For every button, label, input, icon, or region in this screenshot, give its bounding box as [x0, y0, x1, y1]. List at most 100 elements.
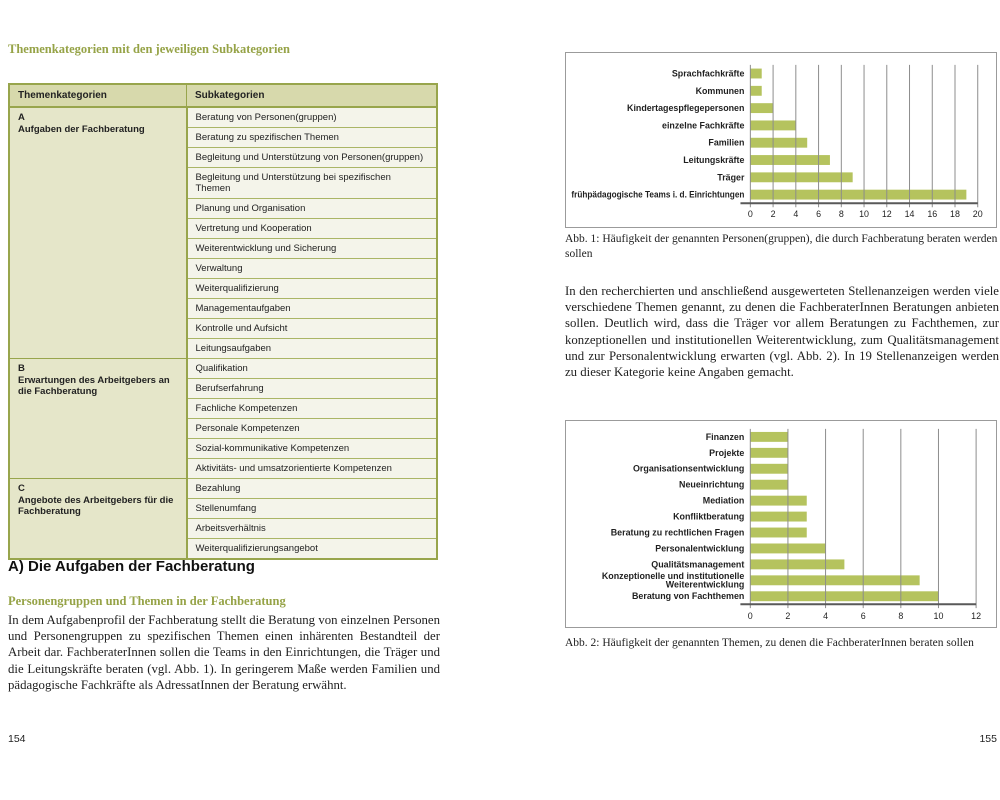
subcategory-cell: Fachliche Kompetenzen	[186, 398, 438, 419]
table-row: Aktivitäts- und umsatzorientierte Kompet…	[9, 458, 438, 479]
bar	[750, 591, 939, 602]
subcategory-cell: Stellenumfang	[186, 498, 438, 519]
table-title: Themenkategorien mit den jeweiligen Subk…	[8, 42, 290, 56]
subcategory-cell: Vertretung und Kooperation	[186, 218, 438, 239]
subcategory-cell: Verwaltung	[186, 258, 438, 279]
sub-heading: Personengruppen und Themen in der Fachbe…	[8, 594, 286, 608]
table-header-cell: Subkategorien	[186, 83, 438, 108]
x-tick-label: 20	[973, 209, 983, 219]
category-label: Konzeptionelle und institutionelle Weiter…	[602, 571, 745, 590]
bar	[750, 495, 807, 506]
section-heading: A) Die Aufgaben der Fachberatung	[8, 558, 255, 575]
table-row: Personale Kompetenzen	[9, 418, 438, 439]
subcategory-cell: Aktivitäts- und umsatzorientierte Kompet…	[186, 458, 438, 479]
category-label: Mediation	[703, 496, 745, 506]
category-cell: C Angebote des Arbeitgebers für die Fachb…	[9, 478, 188, 559]
table-row: Fachliche Kompetenzen	[9, 398, 438, 419]
category-label: Personalentwicklung	[655, 543, 744, 553]
table-row: A Aufgaben der Fachberatung Beratung von P…	[9, 106, 438, 359]
x-tick-label: 6	[861, 611, 866, 621]
bar	[750, 431, 788, 442]
table-row: Verwaltung	[9, 258, 438, 279]
subcategory-cell: Weiterqualifizierung	[186, 278, 438, 299]
table-row: C Angebote des Arbeitgebers für die Fachb…	[9, 478, 438, 559]
x-tick-label: 0	[748, 611, 753, 621]
body-paragraph-left: In dem Aufgabenprofil der Fachberatung s…	[8, 613, 440, 692]
table-row: Weiterqualifizierungsangebot	[9, 538, 438, 560]
x-tick-label: 10	[859, 209, 869, 219]
table-row: Leitungsaufgaben	[9, 338, 438, 359]
category-cell: B Erwartungen des Arbeitgebers an die Fac…	[9, 358, 188, 479]
subcategory-cell: Managementaufgaben	[186, 298, 438, 319]
category-label: Beratung zu rechtlichen Fragen	[611, 527, 745, 537]
category-label: Leitungskräfte	[683, 155, 744, 165]
bar	[750, 463, 788, 474]
table-header-cell: Themenkategorien	[8, 83, 187, 108]
subcategory-cell: Weiterqualifizierungsangebot	[186, 538, 438, 560]
category-label: Beratung von Fachthemen	[632, 591, 744, 601]
x-tick-label: 10	[934, 611, 944, 621]
x-tick-label: 8	[898, 611, 903, 621]
bar	[750, 559, 845, 570]
category-cell: A Aufgaben der Fachberatung	[9, 106, 188, 359]
subcategory-cell: Planung und Organisation	[186, 198, 438, 219]
category-label: Kindertagespflegepersonen	[627, 103, 744, 113]
x-tick-label: 2	[771, 209, 776, 219]
x-tick-label: 12	[882, 209, 892, 219]
x-tick-label: 16	[927, 209, 937, 219]
figure-2-chart: 0 2 4 6 8 10 12 Finanzen Projekte Organisationsen…	[565, 420, 997, 628]
table-row: Sozial-kommunikative Kompetenzen	[9, 438, 438, 459]
figure-2-caption: Abb. 2: Häufigkeit der genannten Themen,…	[565, 637, 974, 649]
table-row: Begleitung und Unterstützung von Persone…	[9, 147, 438, 168]
x-tick-label: 14	[905, 209, 915, 219]
x-tick-label: 8	[839, 209, 844, 219]
category-label: Konfliktberatung	[673, 512, 744, 522]
figure-1-caption: Abb. 1: Häufigkeit der genannten Persone…	[565, 233, 998, 260]
category-label: Organisationsentwicklung	[633, 464, 744, 474]
subcategory-cell: Begleitung und Unterstützung bei spezifi…	[186, 167, 438, 199]
table-row: Planung und Organisation	[9, 198, 438, 219]
category-label: Familien	[708, 138, 744, 148]
subcategory-cell: Beratung von Personen(gruppen)	[186, 106, 438, 128]
bar	[750, 511, 807, 522]
category-label: frühpädagogische Teams i. d. Einrichtung…	[571, 190, 744, 200]
bar	[750, 172, 853, 183]
bar	[750, 68, 762, 79]
body-paragraph-right: In den recherchierten und anschließend a…	[565, 284, 999, 380]
page-number-left: 154	[8, 733, 26, 745]
subcategory-cell: Begleitung und Unterstützung von Persone…	[186, 147, 438, 168]
x-tick-label: 2	[785, 611, 790, 621]
category-label: Projekte	[709, 448, 744, 458]
themes-table: Themenkategorien Subkategorien A Aufgaben d…	[8, 83, 438, 560]
x-tick-label: 18	[950, 209, 960, 219]
x-tick-label: 4	[793, 209, 798, 219]
table-row: Managementaufgaben	[9, 298, 438, 319]
x-tick-label: 4	[823, 611, 828, 621]
bar-chart-themes: 0 2 4 6 8 10 12 Finanzen Projekte Organisationsen…	[602, 428, 981, 621]
x-tick-label: 12	[971, 611, 981, 621]
category-label: Neueinrichtung	[679, 480, 744, 490]
bar	[750, 527, 807, 538]
page-number-right: 155	[979, 733, 997, 745]
category-label: einzelne Fachkräfte	[662, 120, 744, 130]
bar	[750, 189, 967, 200]
bar	[750, 447, 788, 458]
table-row: Beratung zu spezifischen Themen	[9, 127, 438, 148]
category-label: Kommunen	[696, 86, 745, 96]
table-header-row: Themenkategorien Subkategorien	[8, 83, 438, 108]
subcategory-cell: Arbeitsverhältnis	[186, 518, 438, 539]
subcategory-cell: Beratung zu spezifischen Themen	[186, 127, 438, 148]
table-row: Arbeitsverhältnis	[9, 518, 438, 539]
category-label: Finanzen	[706, 432, 745, 442]
table-row: Weiterqualifizierung	[9, 278, 438, 299]
subcategory-cell: Bezahlung	[186, 478, 438, 499]
subcategory-cell: Sozial-kommunikative Kompetenzen	[186, 438, 438, 459]
subcategory-cell: Berufserfahrung	[186, 378, 438, 399]
subcategory-cell: Weiterentwicklung und Sicherung	[186, 238, 438, 259]
bar	[750, 155, 830, 165]
bar	[750, 575, 920, 586]
bar	[750, 103, 774, 114]
subcategory-cell: Kontrolle und Aufsicht	[186, 318, 438, 339]
category-label: Sprachfachkräfte	[672, 68, 745, 78]
